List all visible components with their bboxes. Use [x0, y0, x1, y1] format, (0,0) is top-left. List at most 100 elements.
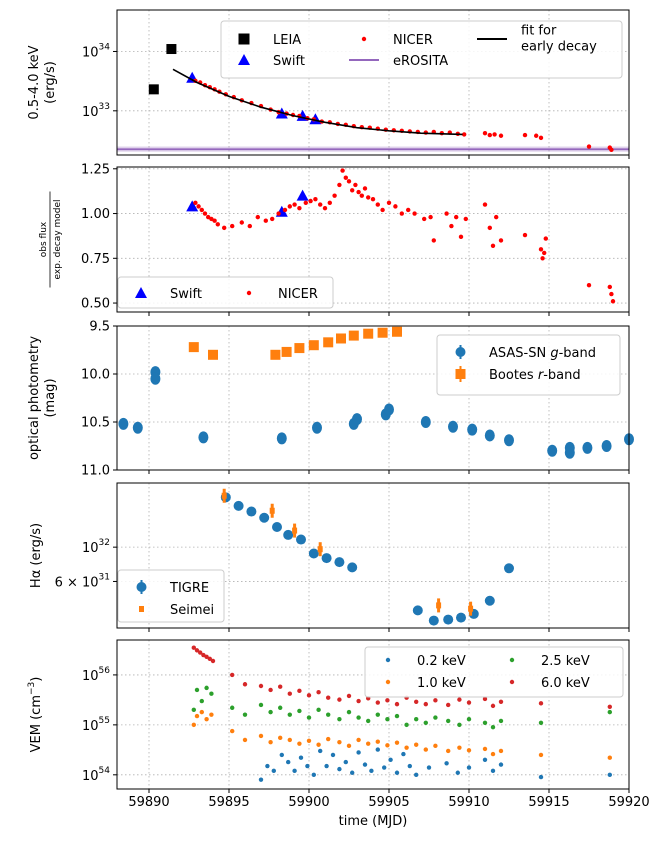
- data-point: [263, 218, 268, 223]
- data-point: [394, 701, 400, 707]
- data-point: [490, 724, 496, 730]
- data-point: [375, 747, 380, 752]
- data-point: [393, 204, 398, 209]
- series-2-5-kev: [191, 685, 612, 730]
- data-point: [258, 702, 264, 708]
- data-point: [406, 207, 411, 213]
- plot-frame: [116, 325, 630, 471]
- x-tick-label: 59920: [608, 795, 649, 810]
- data-point: [208, 349, 218, 360]
- data-point: [457, 745, 462, 750]
- data-point: [586, 282, 592, 288]
- series-6-0-kev: [191, 645, 612, 709]
- data-point: [369, 768, 374, 774]
- data-point: [401, 751, 406, 757]
- data-point: [463, 216, 468, 222]
- data-point: [385, 698, 390, 703]
- data-point: [298, 755, 304, 760]
- data-point: [382, 765, 387, 770]
- data-point: [490, 703, 496, 709]
- data-point: [278, 684, 283, 689]
- data-point: [433, 743, 438, 749]
- data-point: [433, 698, 438, 703]
- data-point: [370, 197, 376, 202]
- data-point: [199, 207, 204, 213]
- data-point: [303, 200, 308, 206]
- data-point: [377, 327, 388, 338]
- data-point: [484, 429, 495, 442]
- data-point: [215, 222, 220, 227]
- data-point: [356, 189, 361, 195]
- data-point: [346, 743, 352, 749]
- legend-marker: [509, 679, 515, 685]
- data-point: [282, 207, 288, 213]
- data-point: [466, 700, 472, 705]
- x-tick-label: 59895: [208, 795, 249, 810]
- data-point: [337, 697, 342, 702]
- plot-frame: [116, 166, 630, 313]
- data-point: [436, 602, 442, 609]
- data-point: [343, 175, 348, 180]
- data-point: [484, 595, 495, 606]
- data-point: [196, 204, 201, 209]
- data-point: [209, 216, 214, 222]
- legend-item: 2.5 keV: [509, 654, 590, 669]
- data-point: [312, 421, 322, 434]
- data-point: [482, 720, 488, 725]
- data-point: [202, 211, 208, 216]
- data-point: [607, 772, 612, 778]
- data-point: [268, 709, 273, 715]
- data-point: [199, 698, 204, 704]
- data-point: [313, 197, 318, 202]
- data-point: [292, 202, 297, 207]
- y-tick-label: 11.0: [81, 464, 110, 479]
- plot-frame: [116, 9, 630, 156]
- data-point: [287, 204, 292, 209]
- data-point: [198, 650, 203, 655]
- data-point: [209, 712, 214, 717]
- data-point: [538, 752, 544, 758]
- y-tick-label: 10.0: [81, 368, 110, 383]
- data-point: [352, 413, 362, 426]
- data-point: [297, 708, 302, 714]
- data-point: [385, 743, 390, 748]
- data-point: [204, 654, 209, 660]
- data-point: [230, 672, 235, 678]
- data-point: [276, 432, 287, 445]
- data-point: [340, 168, 345, 173]
- data-point: [444, 211, 449, 216]
- y-tick-label: 6 × 1031: [55, 572, 110, 590]
- legend: TIGRE Seimei: [117, 569, 225, 623]
- data-point: [348, 330, 359, 341]
- data-point: [504, 563, 514, 574]
- series-1-0-kev: [191, 709, 612, 760]
- data-point: [294, 343, 305, 354]
- data-point: [414, 742, 419, 747]
- y-axis-label-unit: (erg/s): [43, 61, 58, 104]
- y-tick-label: 0.75: [81, 252, 110, 267]
- legend-box: [436, 334, 621, 396]
- legend-label: TIGRE: [169, 581, 209, 596]
- data-point: [287, 691, 292, 696]
- data-point: [118, 417, 129, 430]
- data-point: [446, 718, 451, 724]
- y-tick-label: 1056: [82, 665, 110, 683]
- data-point: [586, 144, 592, 149]
- data-point: [609, 147, 614, 153]
- data-point: [308, 340, 319, 351]
- data-point: [522, 232, 528, 238]
- data-point: [347, 562, 358, 573]
- y-axis-label: VEM (cm−3): [27, 677, 44, 753]
- data-point: [311, 772, 316, 778]
- y-tick-label: 0.50: [81, 297, 110, 312]
- data-point: [297, 741, 302, 746]
- y-tick-label: 1032: [82, 538, 110, 556]
- data-point: [316, 742, 321, 747]
- data-point: [337, 766, 342, 772]
- legend-marker: [238, 54, 250, 65]
- data-point: [353, 182, 358, 188]
- data-point: [384, 403, 394, 416]
- data-point: [366, 195, 371, 200]
- data-point: [375, 202, 380, 207]
